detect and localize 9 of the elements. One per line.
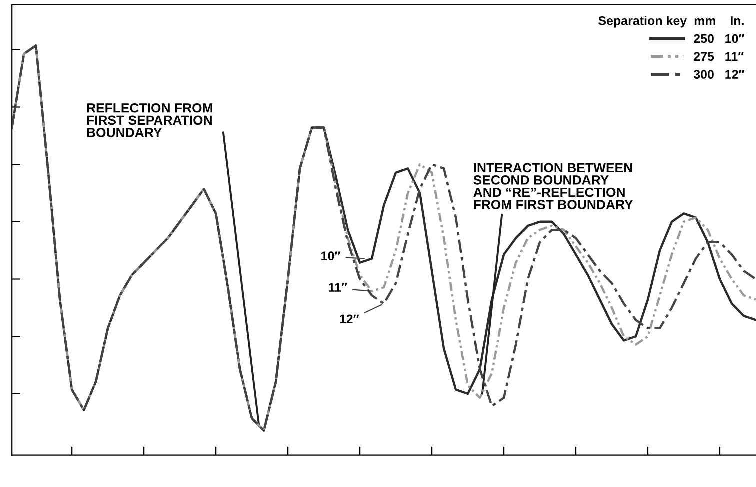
annotation: 10″	[322, 252, 340, 260]
annotation: INTERACTION BETWEEN SECOND BOUNDARY AND “RE”-REFLECTION FROM FIRST BOUNDARY	[474, 163, 634, 210]
annotation: 12″	[340, 314, 360, 324]
annotation: 11″	[329, 283, 348, 292]
legend-label: 275 11″	[694, 52, 744, 62]
legend-title: Separation key mm In.	[598, 16, 744, 28]
annotation: REFLECTION FROM FIRST SEPARATION BOUNDARY	[87, 103, 212, 138]
legend-label: 250 10″	[694, 34, 745, 44]
legend-label: 300 12″	[694, 70, 745, 80]
